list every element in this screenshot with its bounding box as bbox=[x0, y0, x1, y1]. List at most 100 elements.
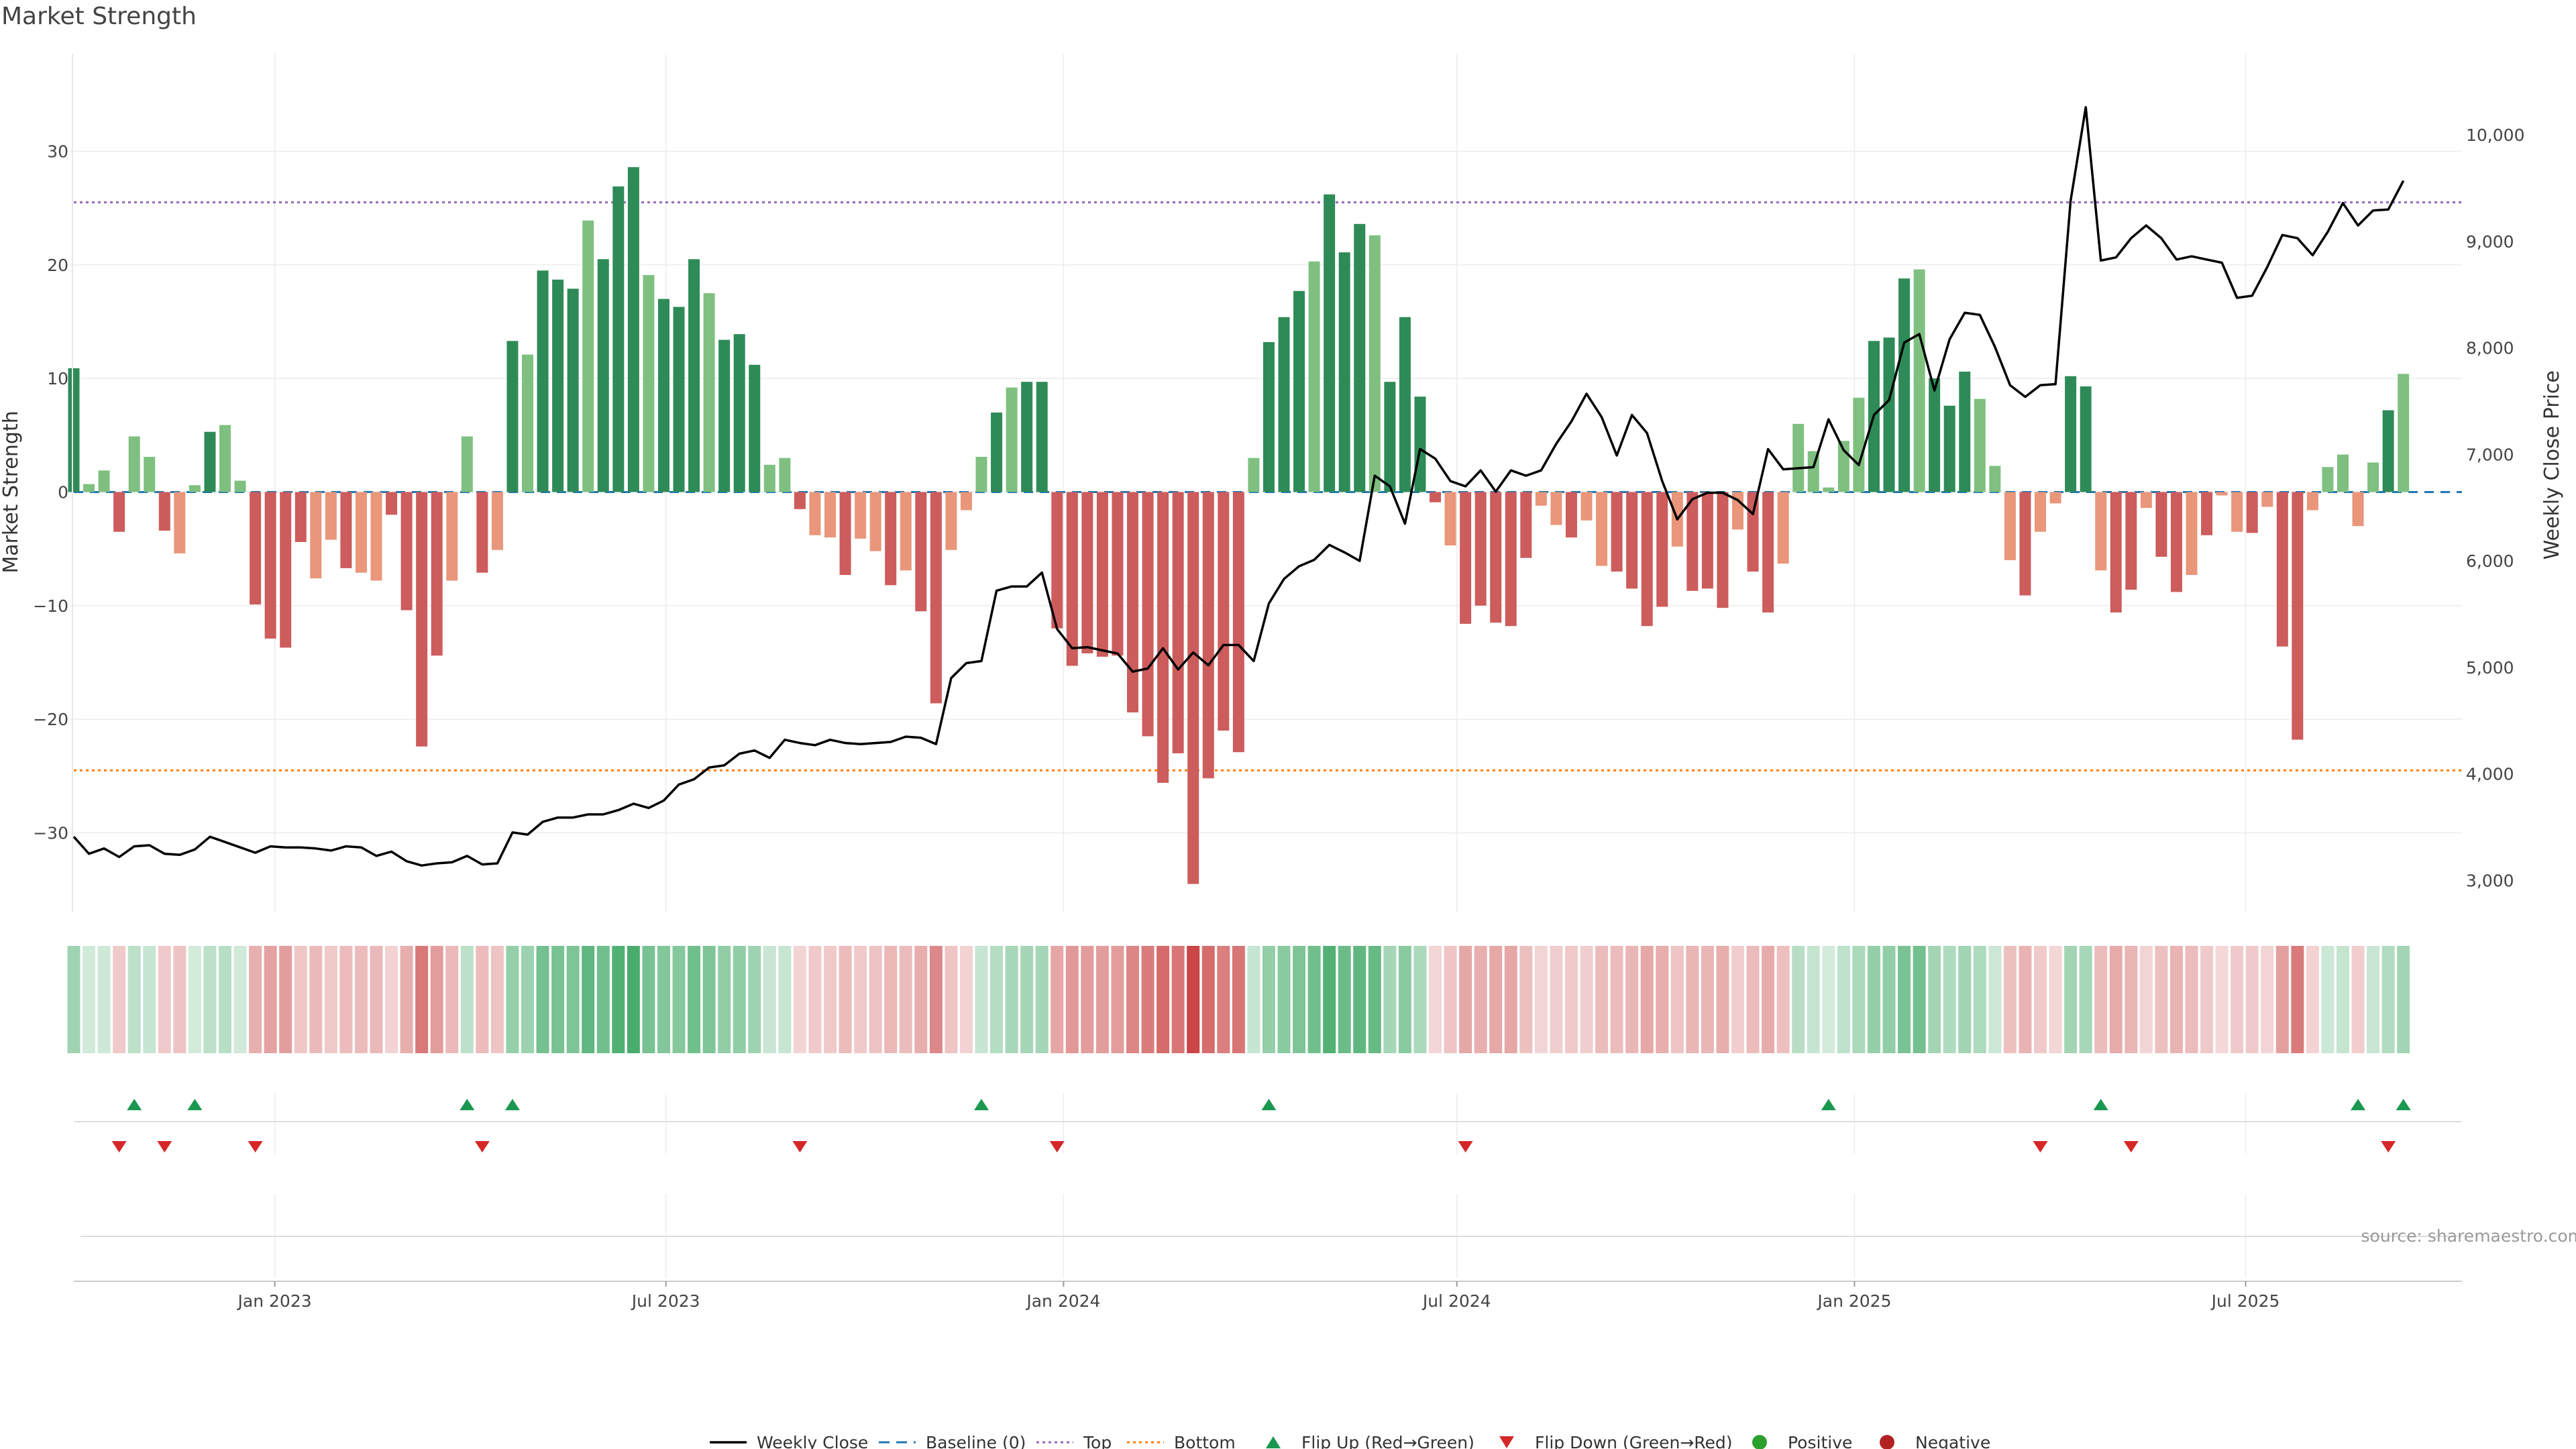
heat-cell bbox=[1928, 946, 1941, 1053]
heat-cell bbox=[1580, 946, 1593, 1053]
heat-cell bbox=[2215, 946, 2229, 1053]
legend-label: Negative bbox=[1915, 1433, 1990, 1449]
heat-cell bbox=[1943, 946, 1956, 1053]
strength-bar bbox=[446, 492, 458, 581]
strength-bar bbox=[1717, 492, 1729, 608]
heat-cell bbox=[490, 946, 504, 1053]
strength-bar bbox=[1081, 492, 1093, 653]
heat-cell bbox=[1958, 946, 1972, 1053]
strength-bar bbox=[2322, 467, 2334, 492]
y-left-tick-label: 0 bbox=[58, 482, 68, 502]
strength-bar bbox=[1974, 398, 1986, 492]
y-right-tick-label: 6,000 bbox=[2466, 551, 2514, 571]
heat-cell bbox=[1882, 946, 1896, 1053]
y-right-tick-label: 5,000 bbox=[2466, 658, 2514, 678]
strength-bar bbox=[673, 307, 685, 492]
heat-cell bbox=[945, 946, 958, 1053]
strength-bar bbox=[68, 368, 80, 492]
flip-up-marker bbox=[127, 1099, 142, 1110]
heat-cell bbox=[1625, 946, 1639, 1053]
flip-down-marker bbox=[1458, 1141, 1473, 1152]
strength-bar bbox=[2201, 492, 2213, 535]
heat-cell bbox=[551, 946, 565, 1053]
strength-bar bbox=[2140, 492, 2152, 508]
heat-cell bbox=[612, 946, 625, 1053]
flip-up-marker bbox=[2396, 1099, 2411, 1110]
strength-bar bbox=[189, 485, 201, 492]
heat-cell bbox=[1141, 946, 1155, 1053]
heat-cell bbox=[1474, 946, 1487, 1053]
strength-bar bbox=[1959, 371, 1971, 492]
heat-cell bbox=[1762, 946, 1775, 1053]
y-right-tick-label: 9,000 bbox=[2466, 232, 2514, 252]
strength-bar bbox=[1006, 387, 1018, 492]
strength-bar bbox=[386, 492, 398, 515]
y-right-tick-label: 3,000 bbox=[2466, 871, 2514, 890]
heat-cell bbox=[370, 946, 383, 1053]
strength-bar bbox=[779, 458, 791, 492]
strength-bar bbox=[250, 492, 262, 605]
strength-bar bbox=[2186, 492, 2198, 576]
strength-bar bbox=[1611, 492, 1623, 572]
legend-label: Flip Down (Green→Red) bbox=[1535, 1433, 1733, 1449]
flip-down-marker bbox=[111, 1141, 127, 1152]
heat-cell bbox=[1564, 946, 1578, 1053]
heat-cell bbox=[1005, 946, 1018, 1053]
strength-bar bbox=[2306, 492, 2318, 511]
flip-up-marker bbox=[1821, 1099, 1836, 1110]
strength-bar bbox=[1444, 492, 1456, 546]
strength-bar bbox=[2216, 492, 2228, 496]
y-left-tick-label: 30 bbox=[47, 142, 68, 161]
heat-cell bbox=[1822, 946, 1835, 1053]
strength-bar bbox=[1172, 492, 1184, 753]
axes: 30 20 10 0 −10 −20 −30 10,000 9,000 8,000 7,000 6,0… bbox=[0, 54, 2564, 1311]
heat-cell bbox=[1323, 946, 1336, 1053]
strength-bar bbox=[522, 354, 533, 492]
strength-bar bbox=[733, 334, 745, 492]
strength-bars bbox=[68, 167, 2410, 884]
flip-up-marker bbox=[2351, 1099, 2366, 1110]
strength-bar bbox=[1913, 269, 1925, 492]
heat-cell bbox=[1504, 946, 1517, 1053]
strength-bar bbox=[945, 492, 957, 550]
heat-cell bbox=[445, 946, 459, 1053]
legend-label: Top bbox=[1083, 1433, 1112, 1449]
heat-cell bbox=[1610, 946, 1623, 1053]
strength-bar bbox=[763, 464, 775, 492]
chart-title: Market Strength bbox=[1, 3, 197, 30]
heat-cell bbox=[1065, 946, 1079, 1053]
heat-cell bbox=[1429, 946, 1442, 1053]
heat-cell bbox=[718, 946, 731, 1053]
legend-swatch-positive bbox=[1752, 1435, 1767, 1449]
heat-cell bbox=[1111, 946, 1124, 1053]
y-left-axis-title: Market Strength bbox=[0, 411, 23, 573]
heat-cell bbox=[582, 946, 595, 1053]
source-note: source: sharemaestro.com bbox=[2361, 1226, 2576, 1246]
heat-cell bbox=[1171, 946, 1185, 1053]
strength-bar bbox=[2080, 386, 2092, 492]
heat-cell bbox=[1852, 946, 1866, 1053]
strength-bar bbox=[1883, 337, 1895, 492]
strength-bar bbox=[612, 186, 625, 492]
strength-bar bbox=[491, 492, 503, 550]
heat-cell bbox=[113, 946, 126, 1053]
strength-bar bbox=[1565, 492, 1577, 538]
strength-bar bbox=[1823, 487, 1835, 492]
strength-bar bbox=[749, 364, 761, 492]
heat-cell bbox=[219, 946, 231, 1053]
strength-bar bbox=[1096, 492, 1108, 657]
heat-cell bbox=[264, 946, 277, 1053]
legend-swatch-flip-up bbox=[1266, 1436, 1281, 1448]
heat-cell bbox=[1701, 946, 1714, 1053]
heat-cell bbox=[824, 946, 837, 1053]
heat-cell bbox=[763, 946, 776, 1053]
strength-bar bbox=[2170, 492, 2182, 592]
strength-bar bbox=[900, 492, 912, 571]
heat-cell bbox=[1413, 946, 1427, 1053]
flip-up-marker bbox=[187, 1099, 203, 1110]
heat-cell bbox=[869, 946, 882, 1053]
heat-cell bbox=[566, 946, 580, 1053]
y-left-tick-label: 10 bbox=[47, 369, 68, 388]
heat-cell bbox=[203, 946, 217, 1053]
strength-bar bbox=[1641, 492, 1653, 627]
